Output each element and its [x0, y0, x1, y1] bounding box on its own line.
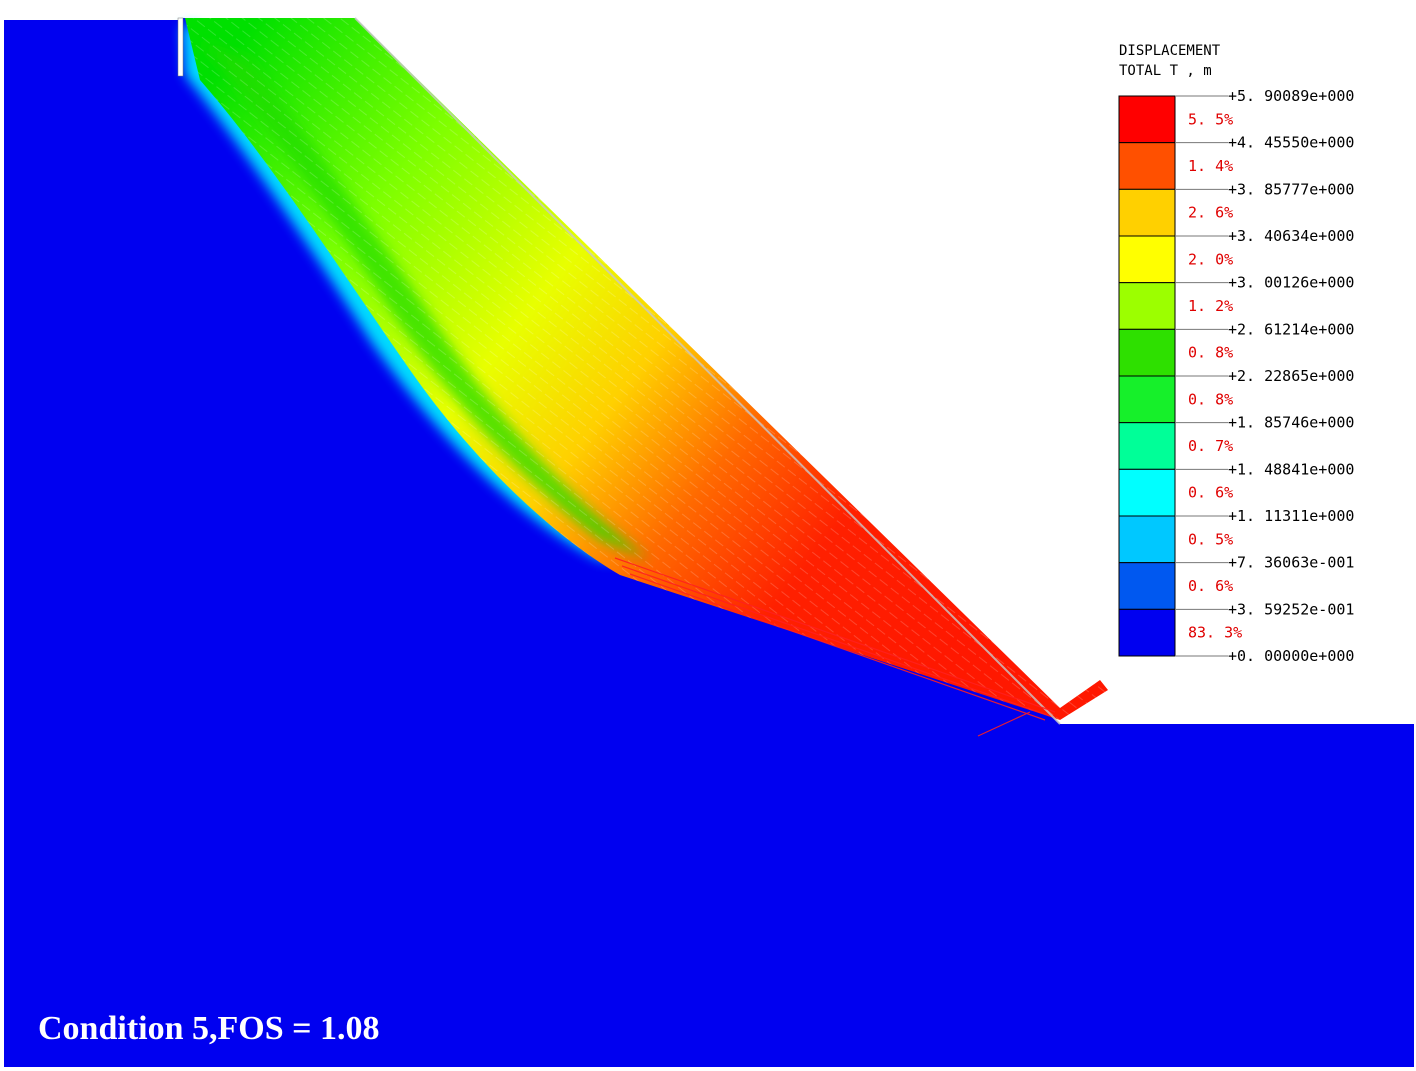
legend-value: +1. 48841e+000	[1228, 460, 1354, 478]
legend-band	[1118, 468, 1176, 517]
legend-value: +2. 22865e+000	[1228, 367, 1354, 385]
legend-band	[1118, 608, 1176, 657]
slope-face-line	[354, 17, 1061, 725]
legend-value: +5. 90089e+000	[1228, 87, 1354, 105]
legend-band-percent: 2. 0%	[1188, 250, 1233, 268]
legend-value: +1. 11311e+000	[1228, 507, 1354, 525]
legend-band	[1118, 95, 1176, 144]
legend-band-percent: 1. 4%	[1188, 157, 1233, 175]
legend-ticks	[1175, 95, 1228, 657]
legend-value: +3. 85777e+000	[1228, 180, 1354, 198]
legend-band-percent: 0. 8%	[1188, 344, 1233, 362]
legend-band-percent: 2. 6%	[1188, 204, 1233, 222]
legend-band	[1118, 282, 1176, 330]
legend-band	[1118, 515, 1176, 564]
legend-value: +2. 61214e+000	[1228, 320, 1354, 338]
condition-caption: Condition 5,FOS = 1.08	[38, 1010, 380, 1047]
legend-title-line2: TOTAL T , m	[1119, 63, 1212, 79]
legend-value: +3. 59252e-001	[1228, 600, 1354, 618]
legend-title-line1: DISPLACEMENT	[1119, 43, 1221, 59]
sliding-plane	[614, 557, 1056, 737]
legend-value: +3. 00126e+000	[1228, 274, 1354, 292]
legend-values: +5. 90089e+000 +4. 45550e+000 +3. 85777e+0…	[1228, 87, 1354, 665]
legend-colorbar	[1118, 95, 1176, 657]
displacement-vectors	[185, 18, 1108, 720]
legend-value: +3. 40634e+000	[1228, 227, 1354, 245]
legend-band-percent: 0. 6%	[1188, 577, 1233, 595]
legend-band-percent: 0. 7%	[1188, 437, 1233, 455]
legend-band-percent: 0. 6%	[1188, 484, 1233, 502]
legend-band-percent: 0. 5%	[1188, 530, 1233, 548]
legend-band-percent: 1. 2%	[1188, 297, 1233, 315]
legend-band	[1118, 328, 1176, 377]
crest-pile	[177, 17, 184, 77]
legend-band	[1118, 235, 1176, 284]
legend-band	[1118, 188, 1176, 237]
legend-band-percent: 0. 8%	[1188, 390, 1233, 408]
legend-value: +4. 45550e+000	[1228, 134, 1354, 152]
legend-band	[1118, 375, 1176, 424]
legend-band	[1118, 422, 1176, 470]
legend-value: +1. 85746e+000	[1228, 414, 1354, 432]
legend-band	[1118, 562, 1176, 610]
legend-percentages: 5. 5% 1. 4% 2. 6% 2. 0% 1. 2% 0. 8% 0. 8% 0. 7%…	[1188, 110, 1242, 641]
legend-band-percent: 5. 5%	[1188, 110, 1233, 128]
legend-band-percent: 83. 3%	[1188, 624, 1242, 642]
legend-value: +0. 00000e+000	[1228, 647, 1354, 665]
legend-value: +7. 36063e-001	[1228, 554, 1354, 572]
legend-band	[1118, 142, 1176, 190]
